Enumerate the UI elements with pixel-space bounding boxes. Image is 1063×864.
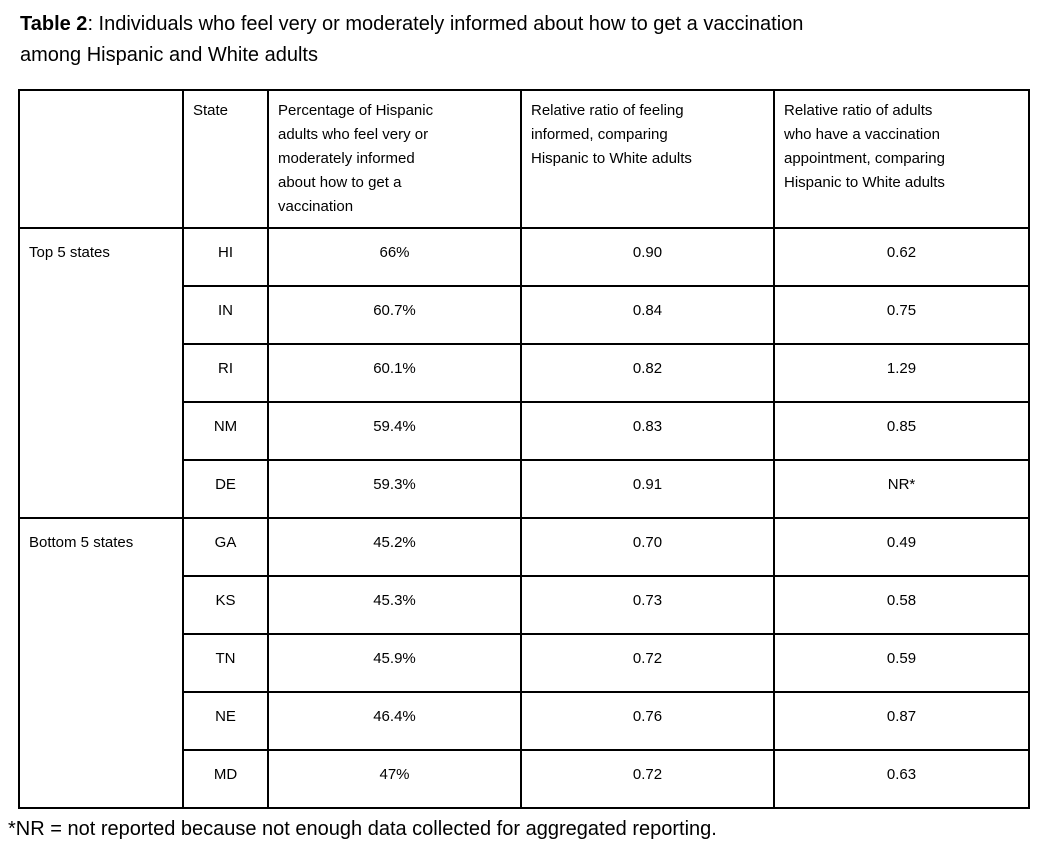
ratio-appointment-cell: 0.63 [773,749,1030,809]
data-table: State Percentage of Hispanic adults who … [18,89,1030,809]
ratio-informed-cell: 0.83 [520,401,775,461]
state-cell: RI [182,343,269,403]
pct-cell: 45.2% [267,517,522,577]
table-row: NM 59.4% 0.83 0.85 [19,401,1030,461]
state-cell: MD [182,749,269,809]
table-row: IN 60.7% 0.84 0.75 [19,285,1030,345]
header-empty-cell [18,89,184,229]
ratio-informed-cell: 0.90 [520,227,775,287]
pct-cell: 66% [267,227,522,287]
group-label-bottom5: Bottom 5 states [18,517,184,809]
ratio-informed-cell: 0.70 [520,517,775,577]
pct-cell: 60.7% [267,285,522,345]
ratio-appointment-cell: 1.29 [773,343,1030,403]
table-title-text: : Individuals who feel very or moderatel… [20,13,804,66]
header-ratio-informed: Relative ratio of feeling informed, comp… [520,89,775,229]
pct-cell: 59.3% [267,459,522,519]
state-cell: GA [182,517,269,577]
state-cell: KS [182,575,269,635]
header-state: State [182,89,269,229]
state-cell: NM [182,401,269,461]
ratio-informed-cell: 0.91 [520,459,775,519]
table-row: DE 59.3% 0.91 NR* [19,459,1030,519]
ratio-informed-cell: 0.84 [520,285,775,345]
table-header-row: State Percentage of Hispanic adults who … [18,89,1030,229]
state-cell: NE [182,691,269,751]
table-row: Bottom 5 states GA 45.2% 0.70 0.49 [18,517,1030,809]
table-row: KS 45.3% 0.73 0.58 [19,575,1030,635]
table-title: Table 2: Individuals who feel very or mo… [0,0,1063,71]
pct-cell: 45.3% [267,575,522,635]
ratio-informed-cell: 0.73 [520,575,775,635]
ratio-informed-cell: 0.72 [520,749,775,809]
ratio-appointment-cell: 0.85 [773,401,1030,461]
document-page: Table 2: Individuals who feel very or mo… [0,0,1063,840]
table-title-label: Table 2 [20,13,88,35]
ratio-appointment-cell: NR* [773,459,1030,519]
ratio-informed-cell: 0.72 [520,633,775,693]
ratio-appointment-cell: 0.75 [773,285,1030,345]
pct-cell: 46.4% [267,691,522,751]
ratio-appointment-cell: 0.87 [773,691,1030,751]
table-row: MD 47% 0.72 0.63 [19,749,1030,809]
ratio-appointment-cell: 0.59 [773,633,1030,693]
group-label-top5: Top 5 states [18,227,184,519]
state-cell: IN [182,285,269,345]
table-row: RI 60.1% 0.82 1.29 [19,343,1030,403]
ratio-appointment-cell: 0.58 [773,575,1030,635]
ratio-informed-cell: 0.82 [520,343,775,403]
pct-cell: 59.4% [267,401,522,461]
table-row: TN 45.9% 0.72 0.59 [19,633,1030,693]
pct-cell: 45.9% [267,633,522,693]
pct-cell: 47% [267,749,522,809]
footnote: *NR = not reported because not enough da… [8,818,717,840]
state-cell: TN [182,633,269,693]
ratio-informed-cell: 0.76 [520,691,775,751]
header-ratio-appointment: Relative ratio of adults who have a vacc… [773,89,1030,229]
state-cell: DE [182,459,269,519]
table-row: NE 46.4% 0.76 0.87 [19,691,1030,751]
header-pct-informed: Percentage of Hispanic adults who feel v… [267,89,522,229]
table-row: Top 5 states HI 66% 0.90 0.62 [18,227,1030,519]
ratio-appointment-cell: 0.62 [773,227,1030,287]
ratio-appointment-cell: 0.49 [773,517,1030,577]
pct-cell: 60.1% [267,343,522,403]
state-cell: HI [182,227,269,287]
